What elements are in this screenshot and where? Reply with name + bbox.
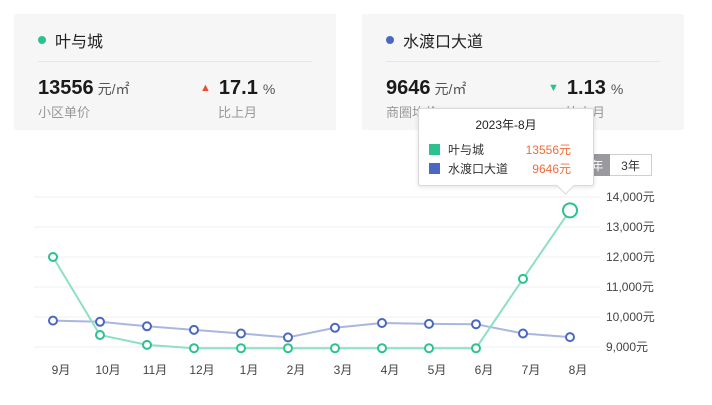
y-tick-label: 11,000元: [606, 280, 654, 294]
average-price: 9646 元/㎡: [386, 77, 466, 100]
data-point: [189, 343, 199, 354]
card-header: 叶与城: [38, 28, 103, 52]
x-tick-label: 4月: [381, 363, 400, 377]
x-tick-label: 2月: [287, 363, 306, 377]
tooltip-series-name: 水渡口大道: [448, 162, 509, 176]
data-point: [236, 343, 246, 354]
y-tick-label: 13,000元: [606, 220, 655, 234]
data-point: [471, 343, 481, 354]
data-point: [95, 330, 105, 340]
x-tick-label: 8月: [569, 363, 588, 377]
chart-tooltip: 2023年-8月 叶与城 13556元 水渡口大道 9646元: [418, 108, 594, 186]
data-point: [142, 321, 152, 332]
data-point: [565, 332, 575, 343]
data-point: [48, 315, 58, 326]
x-tick-label: 10月: [95, 363, 120, 377]
card-header: 水渡口大道: [386, 28, 483, 52]
y-axis-ticks: 9,000元 10,000元 11,000元 12,000元 13,000元 14,000…: [606, 190, 655, 354]
month-change-value: 1.13: [566, 77, 606, 99]
tooltip-series-name: 叶与城: [448, 143, 485, 157]
tooltip-row: 水渡口大道 9646元: [429, 160, 571, 177]
data-point: [424, 318, 434, 329]
x-tick-label: 9月: [52, 363, 71, 377]
month-change: ▲ 17.1 %: [200, 77, 275, 100]
series-dot-icon: [386, 36, 394, 44]
data-point: [377, 343, 387, 354]
x-tick-label: 5月: [428, 363, 447, 377]
tooltip-title: 2023年-8月: [475, 118, 537, 132]
series-line: [52, 209, 571, 350]
unit-price-value: 13556: [38, 77, 94, 99]
grid-lines: [34, 196, 600, 348]
data-point: [142, 339, 152, 350]
data-point: [236, 328, 246, 339]
data-point: [518, 328, 528, 339]
data-point: [48, 252, 58, 262]
month-change-unit: %: [262, 81, 276, 97]
month-change-value: 17.1: [218, 77, 258, 99]
tooltip-series-value: 13556元: [525, 143, 571, 157]
data-point: [377, 318, 387, 328]
series-line: [52, 319, 571, 339]
summary-card-community: 叶与城 13556 元/㎡ 小区单价 ▲ 17.1 % 比上月: [14, 14, 336, 130]
y-tick-label: 14,000元: [606, 190, 655, 204]
series-dot-icon: [38, 36, 46, 44]
data-point: [283, 343, 293, 354]
unit-price-label: 小区单价: [38, 105, 91, 120]
x-tick-label: 12月: [189, 363, 214, 377]
y-tick-label: 10,000元: [606, 310, 655, 324]
x-tick-label: 3月: [334, 363, 353, 377]
community-name: 叶与城: [55, 34, 104, 51]
arrow-up-icon: ▲: [200, 82, 211, 94]
month-change-label: 比上月: [218, 105, 258, 120]
y-tick-label: 12,000元: [606, 250, 655, 264]
x-tick-label: 11月: [143, 363, 167, 377]
range-button-3-year[interactable]: 3年: [610, 154, 652, 176]
data-point: [330, 322, 340, 333]
data-point: [283, 332, 293, 343]
data-point: [471, 319, 481, 330]
divider: [38, 61, 312, 62]
x-tick-label: 7月: [522, 363, 541, 377]
x-axis-ticks: 9月 10月 11月 12月 1月 2月 3月 4月 5月 6月 7月 8月: [52, 363, 588, 377]
data-point: [95, 316, 105, 327]
unit-price-unit: 元/㎡: [97, 81, 130, 97]
month-change-unit: %: [610, 81, 624, 97]
tooltip-row: 叶与城 13556元: [429, 141, 571, 158]
average-price-value: 9646: [386, 77, 431, 99]
average-price-unit: 元/㎡: [434, 81, 467, 97]
data-point: [562, 202, 578, 219]
divider: [386, 61, 660, 62]
month-change: ▼ 1.13 %: [548, 77, 623, 100]
district-name: 水渡口大道: [403, 34, 484, 51]
legend-swatch-icon: [429, 144, 440, 155]
arrow-down-icon: ▼: [548, 82, 559, 94]
data-point: [189, 324, 199, 335]
legend-swatch-icon: [429, 163, 440, 174]
series-lines: [48, 202, 578, 354]
data-point: [518, 273, 528, 284]
data-point: [330, 343, 340, 354]
x-tick-label: 6月: [475, 363, 494, 377]
y-tick-label: 9,000元: [606, 340, 648, 354]
data-point: [424, 343, 434, 354]
unit-price: 13556 元/㎡: [38, 77, 130, 100]
tooltip-series-value: 9646元: [532, 162, 571, 176]
x-tick-label: 1月: [240, 363, 259, 377]
